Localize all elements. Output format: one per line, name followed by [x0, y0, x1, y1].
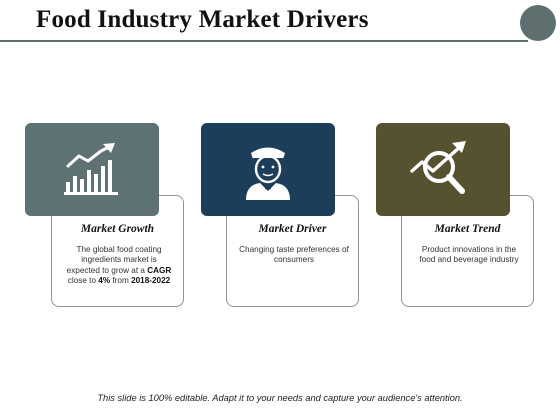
title-decoration-circle: [520, 5, 556, 41]
title-underline: [0, 40, 528, 42]
market-driver-icon-panel: [201, 123, 335, 216]
magnifier-trend-icon: [410, 140, 466, 194]
slide-title: Food Industry Market Drivers: [36, 6, 369, 33]
market-trend-icon-panel: [376, 123, 510, 216]
driver-person-icon: [246, 147, 290, 200]
card-description: Product innovations in the food and beve…: [419, 245, 519, 265]
card-description: Changing taste preferences of consumers: [239, 245, 349, 265]
card-description: The global food coating ingredients mark…: [66, 245, 172, 285]
slide-footer-note: This slide is 100% editable. Adapt it to…: [97, 393, 463, 403]
card-title: Market Driver: [258, 223, 327, 235]
card-title: Market Growth: [80, 223, 155, 235]
growth-chart-icon: [64, 142, 118, 195]
card-title: Market Trend: [434, 223, 501, 235]
market-growth-icon-panel: [25, 123, 159, 216]
